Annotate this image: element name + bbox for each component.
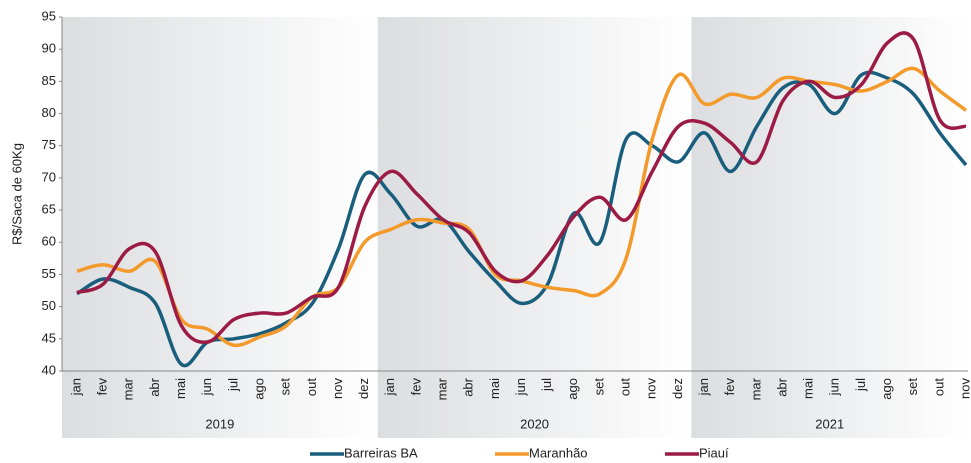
x-tick-label: jul <box>225 378 240 392</box>
y-tick-label: 60 <box>42 234 56 249</box>
legend-label: Barreiras BA <box>344 445 418 460</box>
x-tick-label: fev <box>95 378 110 396</box>
x-tick-label: jan <box>696 378 711 396</box>
x-tick-label: ago <box>879 378 894 400</box>
x-tick-label: ago <box>251 378 266 400</box>
x-tick-label: mai <box>801 378 816 399</box>
x-tick-label: jan <box>382 378 397 396</box>
y-tick-label: 65 <box>42 202 56 217</box>
y-tick-label: 55 <box>42 266 56 281</box>
x-tick-label: abr <box>774 377 789 396</box>
x-tick-label: out <box>304 378 319 396</box>
x-tick-label: jun <box>199 378 214 396</box>
year-band <box>62 17 378 438</box>
x-tick-label: ago <box>565 378 580 400</box>
x-tick-label: dez <box>356 378 371 399</box>
x-tick-label: set <box>905 378 920 396</box>
x-tick-label: nov <box>330 378 345 399</box>
legend-label: Piauí <box>699 445 729 460</box>
x-tick-label: mai <box>487 378 502 399</box>
y-tick-label: 70 <box>42 169 56 184</box>
year-band <box>377 17 692 438</box>
x-tick-label: set <box>591 378 606 396</box>
year-label: 2020 <box>520 416 549 431</box>
x-tick-label: out <box>618 378 633 396</box>
year-band <box>691 17 968 438</box>
y-tick-label: 90 <box>42 41 56 56</box>
year-label: 2019 <box>205 416 234 431</box>
series-line <box>76 70 968 368</box>
x-tick-label: mai <box>173 378 188 399</box>
x-tick-label: abr <box>461 377 476 396</box>
y-tick-label: 45 <box>42 330 56 345</box>
x-tick-label: mar <box>434 377 449 400</box>
x-tick-label: nov <box>644 378 659 399</box>
x-tick-label: set <box>278 378 293 396</box>
x-tick-label: abr <box>147 377 162 396</box>
y-axis-label: R$/Saca de 60Kg <box>9 143 24 245</box>
background <box>62 17 968 438</box>
y-tick-label: 40 <box>42 362 56 377</box>
x-tick-label: jul <box>539 378 554 392</box>
x-tick-label: mar <box>121 377 136 400</box>
series-line <box>76 31 967 345</box>
x-tick-label: nov <box>957 378 971 399</box>
y-tick-label: 85 <box>42 73 56 88</box>
y-tick-label: 95 <box>42 8 56 23</box>
x-tick-label: fev <box>722 378 737 396</box>
y-tick-label: 50 <box>42 298 56 313</box>
x-tick-label: fev <box>408 378 423 396</box>
x-tick-label: dez <box>670 378 685 399</box>
y-tick-label: 80 <box>42 105 56 120</box>
x-tick-label: jun <box>513 378 528 396</box>
y-tick-label: 75 <box>42 137 56 152</box>
x-tick-label: jul <box>853 378 868 392</box>
x-tick-label: jan <box>68 378 83 396</box>
legend-label: Maranhão <box>529 445 588 460</box>
x-tick-label: jun <box>827 378 842 396</box>
x-tick-label: out <box>931 378 946 396</box>
year-label: 2021 <box>815 416 844 431</box>
x-tick-label: mar <box>748 377 763 400</box>
